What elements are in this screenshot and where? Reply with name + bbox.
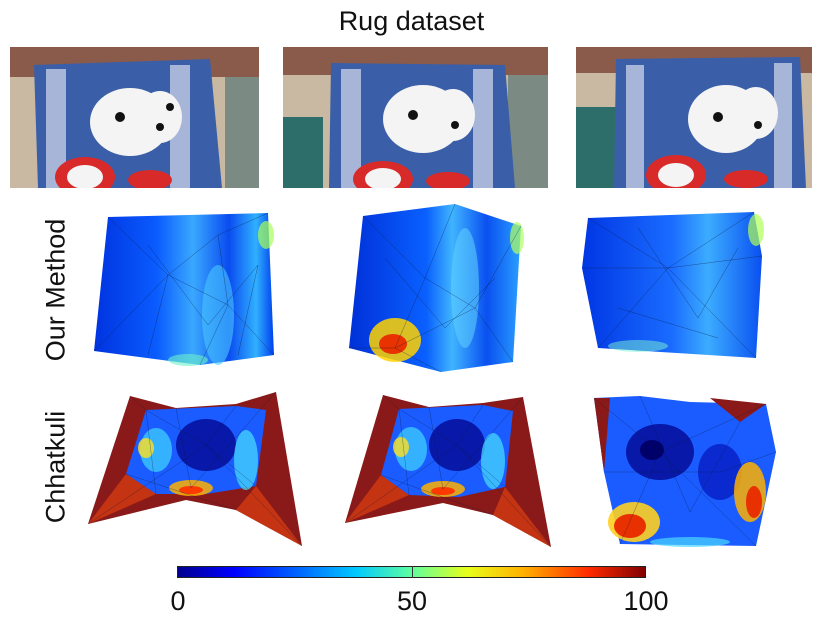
our-method-error-map-3 — [578, 208, 768, 368]
figure-title: Rug dataset — [338, 6, 485, 36]
colorbar-label-mid: 50 — [396, 586, 428, 616]
colorbar-label-min: 0 — [170, 586, 186, 616]
row-label-chhatkuli: Chhatkuli — [40, 410, 71, 524]
rug-photo-3 — [576, 47, 812, 188]
rug-photo-2 — [283, 47, 548, 188]
row-label-our-method: Our Method — [40, 218, 71, 362]
error-colorbar — [177, 566, 646, 578]
chhatkuli-error-map-3 — [590, 392, 780, 552]
chhatkuli-error-map-1 — [86, 390, 306, 550]
rug-photo-1 — [10, 47, 259, 188]
chhatkuli-error-map-2 — [343, 391, 555, 551]
our-method-error-map-1 — [88, 205, 288, 375]
colorbar-midline — [412, 566, 413, 578]
our-method-error-map-2 — [345, 198, 530, 378]
colorbar-label-max: 100 — [623, 586, 669, 616]
